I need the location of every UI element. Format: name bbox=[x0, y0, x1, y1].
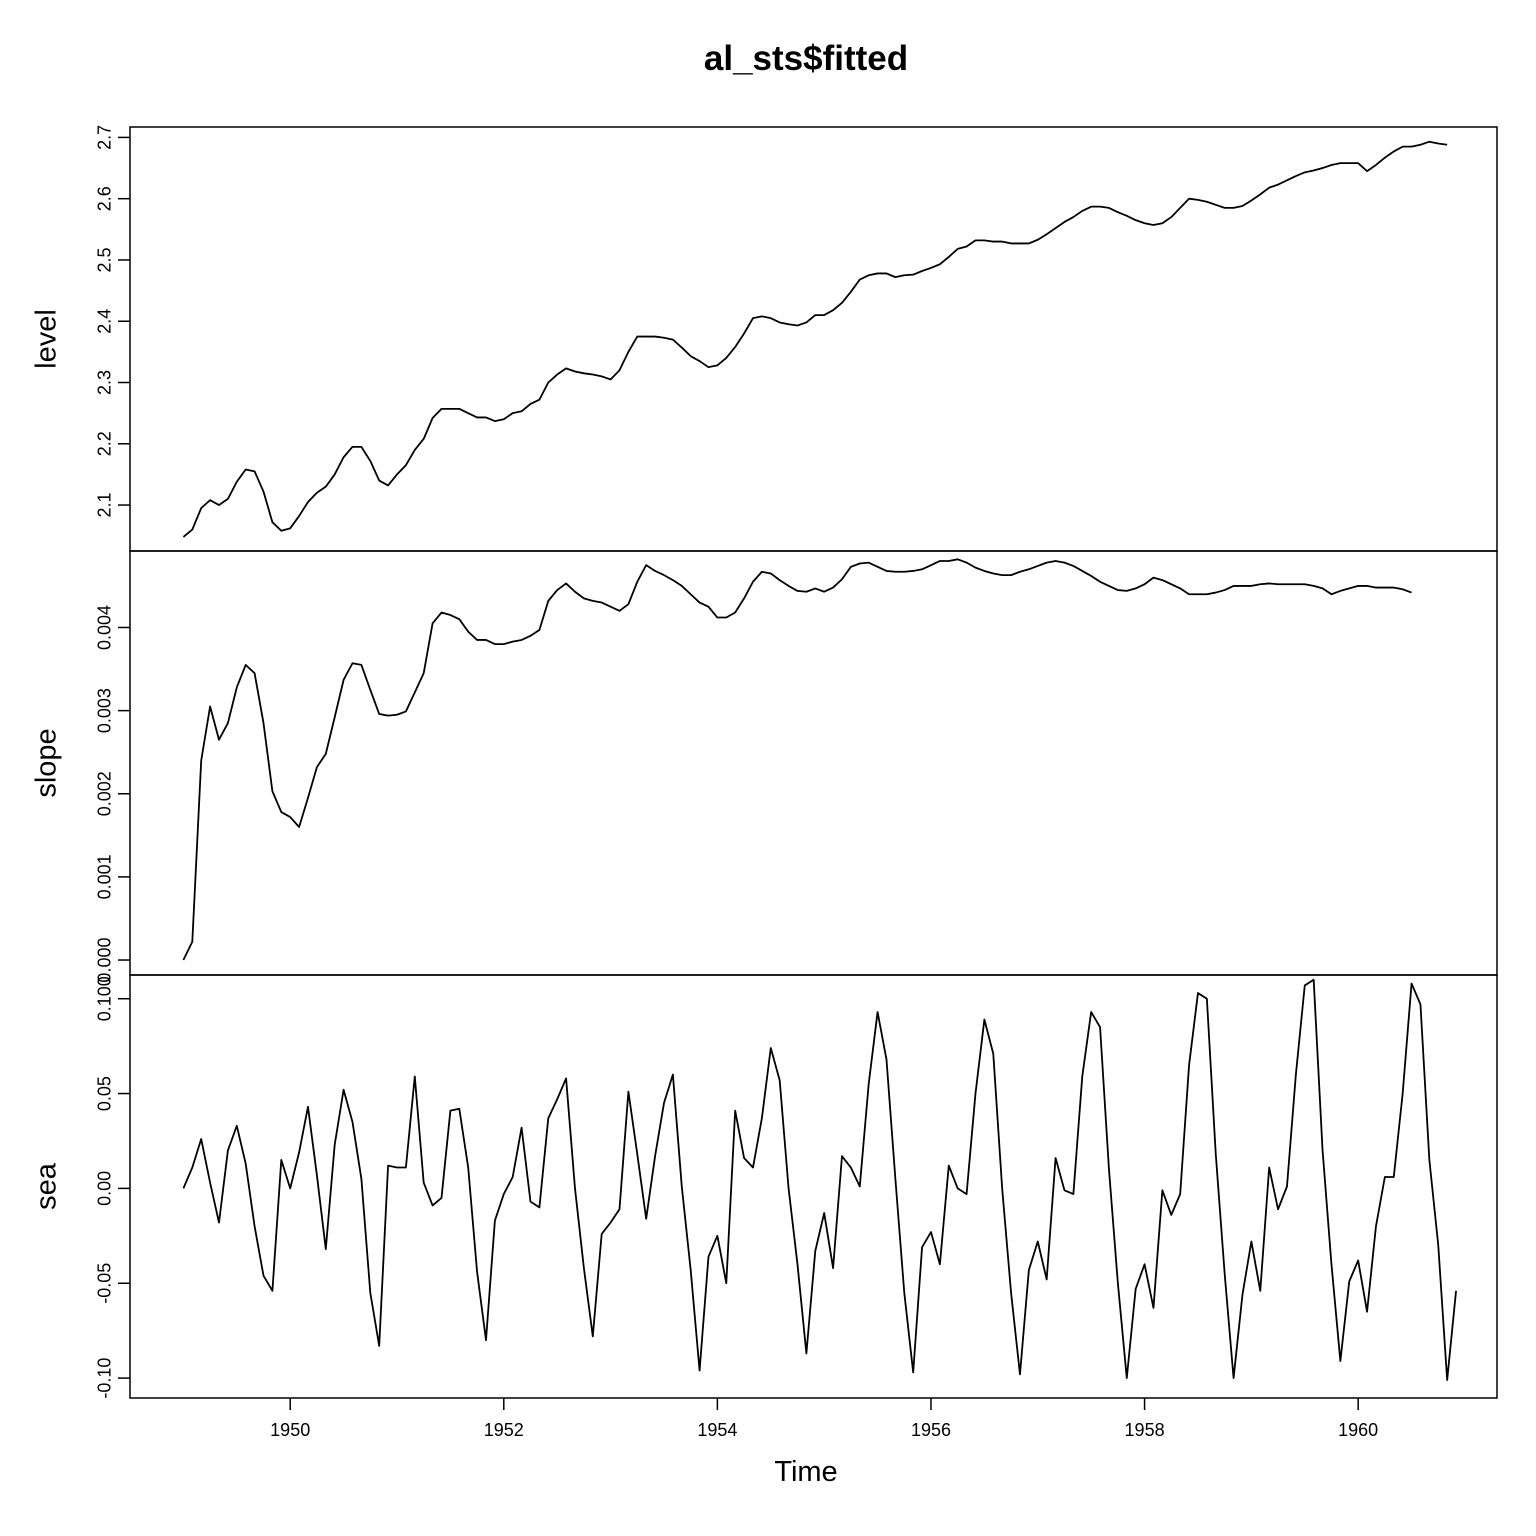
panel-slope: 0.000 0.001 0.002 0.003 0.004 slope bbox=[31, 550, 1498, 983]
y-tick-label-sea: 0.00 bbox=[95, 1171, 115, 1206]
panel-frame-sea bbox=[129, 974, 1498, 1399]
x-tick-label: 1958 bbox=[1125, 1420, 1165, 1440]
y-axis-label-slope: slope bbox=[31, 728, 63, 797]
y-tick-label-level: 2.4 bbox=[95, 309, 115, 334]
y-axis-label-level: level bbox=[31, 309, 63, 369]
panel-sea: -0.10 -0.05 0.00 0.05 0.100 sea bbox=[31, 974, 1498, 1399]
x-tick-label: 1950 bbox=[270, 1420, 310, 1440]
y-tick-label-level: 2.7 bbox=[95, 125, 115, 150]
chart-title: al_sts$fitted bbox=[704, 39, 908, 78]
y-tick-label-sea: -0.10 bbox=[95, 1358, 115, 1399]
series-line-level bbox=[182, 140, 1448, 538]
series-line-slope bbox=[182, 558, 1412, 961]
y-tick-label-sea: -0.05 bbox=[95, 1263, 115, 1304]
series-line-sea bbox=[182, 978, 1457, 1381]
y-tick-label-level: 2.5 bbox=[95, 247, 115, 272]
y-tick-label-level: 2.3 bbox=[95, 370, 115, 395]
y-tick-label-slope: 0.000 bbox=[95, 938, 115, 983]
x-tick-label: 1952 bbox=[484, 1420, 524, 1440]
y-axis-label-sea: sea bbox=[31, 1162, 63, 1210]
y-tick-label-level: 2.2 bbox=[95, 431, 115, 456]
x-tick-label: 1960 bbox=[1338, 1420, 1378, 1440]
y-tick-label-sea: 0.05 bbox=[95, 1076, 115, 1111]
x-axis-label: Time bbox=[774, 1456, 837, 1488]
y-tick-label-sea: 0.100 bbox=[95, 976, 115, 1021]
y-tick-label-slope: 0.003 bbox=[95, 688, 115, 733]
panels: 2.12.22.32.42.52.62.7level0.0000.0010.00… bbox=[31, 125, 1498, 1399]
y-tick-label-level: 2.1 bbox=[95, 493, 115, 518]
x-tick-label: 1956 bbox=[911, 1420, 951, 1440]
y-tick-label-level: 2.6 bbox=[95, 186, 115, 211]
x-tick-label: 1954 bbox=[697, 1420, 737, 1440]
x-axis: 1950 1952 1954 1956 1958 1960 bbox=[270, 1398, 1378, 1440]
y-tick-label-slope: 0.004 bbox=[95, 605, 115, 650]
y-tick-label-slope: 0.001 bbox=[95, 854, 115, 899]
y-tick-label-slope: 0.002 bbox=[95, 771, 115, 816]
